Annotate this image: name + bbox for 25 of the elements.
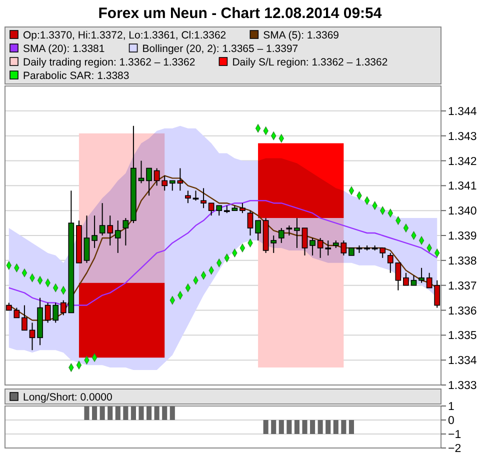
y-tick-label: 0 xyxy=(448,415,454,428)
y-tick-label: 1.344 xyxy=(448,106,478,118)
legend-label: Bollinger (20, 2): 1.3365 – 1.3397 xyxy=(142,43,298,55)
legend-label: Op:1.3370, Hi:1.3372, Lo:1.3361, Cl:1.3362 xyxy=(23,30,226,42)
legend-label: Parabolic SAR: 1.3383 xyxy=(23,70,130,82)
y-tick-label: 1.341 xyxy=(448,180,477,193)
y-tick-label: 1.336 xyxy=(448,305,477,318)
legend-label: Daily trading region: 1.3362 – 1.3362 xyxy=(23,56,196,68)
y-tick-label: 1.342 xyxy=(448,156,477,168)
y-tick-label: 1 xyxy=(448,401,454,414)
y-tick-label: −1 xyxy=(448,429,462,442)
y-tick-label: 1.337 xyxy=(448,280,477,292)
y-tick-label: 1.343 xyxy=(448,130,477,143)
chart-title: Forex um Neun - Chart 12.08.2014 09:54 xyxy=(98,5,382,22)
legend-label: SMA (20): 1.3381 xyxy=(23,43,105,55)
y-tick-label: 1.334 xyxy=(448,355,478,368)
legend-label: Daily S/L region: 1.3362 – 1.3362 xyxy=(232,56,388,68)
y-tick-label: 1.340 xyxy=(448,206,477,218)
legend-label: Long/Short: 0.0000 xyxy=(23,392,112,404)
y-tick-label: 1.339 xyxy=(448,230,477,243)
legend-label: SMA (5): 1.3369 xyxy=(263,30,340,42)
y-tick-label: 1.335 xyxy=(448,330,477,342)
y-tick-label: −2 xyxy=(448,443,462,456)
y-tick-label: 1.333 xyxy=(448,380,477,392)
y-tick-label: 1.338 xyxy=(448,255,477,268)
